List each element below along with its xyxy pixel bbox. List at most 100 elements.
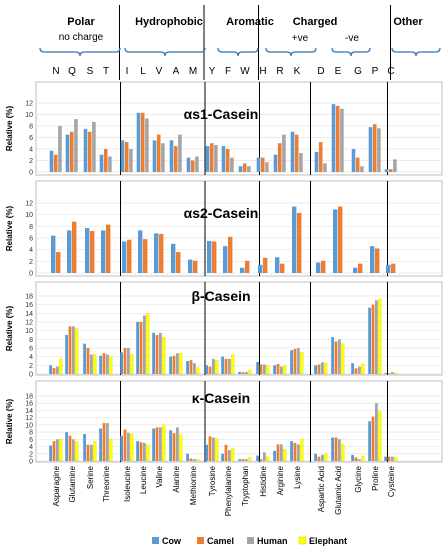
bar-camel <box>102 353 106 374</box>
bar-cow <box>65 335 68 374</box>
bar-elephant <box>146 313 150 375</box>
bar-cow <box>238 371 241 374</box>
bar-camel <box>371 416 375 461</box>
x-category-label: Tryptophan <box>241 466 250 506</box>
bar-cow <box>290 131 295 172</box>
bar-human <box>58 126 62 172</box>
x-category-label: Arginine <box>276 465 285 495</box>
bar-camel <box>172 433 176 461</box>
bar-elephant <box>248 457 252 462</box>
bar-camel <box>276 444 280 461</box>
bar-elephant <box>146 444 150 462</box>
bar-camel <box>355 157 360 172</box>
bar-elephant <box>394 457 398 462</box>
bar-camel <box>228 236 233 273</box>
amino-code-label: H <box>259 66 266 77</box>
bar-camel <box>90 231 95 273</box>
bar-camel <box>277 143 282 172</box>
bar-cow <box>122 241 127 273</box>
bar-cow <box>85 228 90 273</box>
bar-camel <box>193 260 198 273</box>
y-tick-label: 10 <box>25 112 33 119</box>
amino-code-label: I <box>126 66 129 77</box>
bar-camel <box>52 441 56 461</box>
bar-human <box>106 354 109 374</box>
bar-cow <box>188 259 193 273</box>
bar-human <box>72 326 75 374</box>
bar-cow <box>207 240 212 273</box>
amino-code-label: A <box>173 66 180 77</box>
bar-elephant <box>109 356 113 375</box>
y-tick-label: 8 <box>29 224 33 231</box>
bar-cow <box>171 243 176 273</box>
bar-human <box>90 354 93 374</box>
bar-cow <box>368 307 371 374</box>
bar-camel <box>123 348 127 374</box>
bar-elephant <box>75 440 79 462</box>
bar-cow <box>331 437 334 461</box>
y-tick-label: 6 <box>29 135 33 142</box>
bar-cow <box>292 206 297 273</box>
bar-cow <box>138 230 143 273</box>
bar-cow <box>273 154 278 172</box>
bar-cow <box>205 146 210 172</box>
bar-cow <box>186 157 191 172</box>
bar-cow <box>290 441 293 461</box>
bar-camel <box>140 112 145 172</box>
panel-frame-as2 <box>35 180 443 277</box>
bar-cow <box>275 257 280 273</box>
x-category-label: Alanine <box>172 465 181 492</box>
bar-camel <box>354 368 358 374</box>
bar-elephant <box>130 433 134 462</box>
y-tick-label: 18 <box>25 394 33 401</box>
y-tick-label: 14 <box>25 408 33 415</box>
x-category-label: Glutamic Acid <box>334 466 343 515</box>
bar-elephant <box>59 358 63 375</box>
bar-cow <box>353 267 358 273</box>
bar-human <box>280 444 283 461</box>
bar-human <box>143 442 146 461</box>
bar-human <box>338 339 341 374</box>
bar-human <box>176 427 179 461</box>
bar-camel <box>209 143 214 172</box>
bar-cow <box>152 428 155 461</box>
y-tick-label: 2 <box>29 158 33 165</box>
y-tick-label: 6 <box>29 437 33 444</box>
y-tick-label: 2 <box>29 259 33 266</box>
bar-camel <box>189 458 193 461</box>
y-tick-label: 8 <box>29 337 33 344</box>
bar-human <box>106 423 109 461</box>
y-tick-label: 10 <box>25 212 33 219</box>
bar-camel <box>52 367 56 374</box>
bar-camel <box>172 355 176 374</box>
x-category-label: Serine <box>86 465 95 489</box>
bar-cow <box>83 128 88 172</box>
bar-human <box>145 118 149 172</box>
bar-cow <box>83 433 86 461</box>
bar-human <box>299 153 303 172</box>
bar-cow <box>152 332 155 374</box>
bar-human <box>358 366 361 374</box>
bar-human <box>230 157 234 172</box>
group-bracket <box>391 47 441 57</box>
bar-cow <box>99 154 104 172</box>
bar-camel <box>86 444 90 461</box>
legend-swatch-camel <box>197 537 204 544</box>
y-tick-label: 8 <box>29 124 33 131</box>
x-category-label: Phenylalanine <box>224 465 233 516</box>
group-label-other: Other <box>393 16 423 28</box>
bar-cow <box>238 166 243 172</box>
bar-camel <box>293 348 297 374</box>
bar-cow <box>384 456 387 461</box>
bar-cow <box>169 430 172 461</box>
bar-camel <box>72 221 77 273</box>
bar-cow <box>256 157 261 172</box>
bar-cow <box>221 453 224 461</box>
bar-cow <box>152 140 157 172</box>
chart-panel: 0 2 4 6 8 10 12 Relative (%) αs2-Casein <box>5 181 442 278</box>
bar-human <box>159 427 162 461</box>
bar-elephant <box>93 354 97 375</box>
x-category-label: Glutamine <box>68 465 77 502</box>
bar-camel <box>317 456 321 461</box>
bar-camel <box>225 149 230 172</box>
